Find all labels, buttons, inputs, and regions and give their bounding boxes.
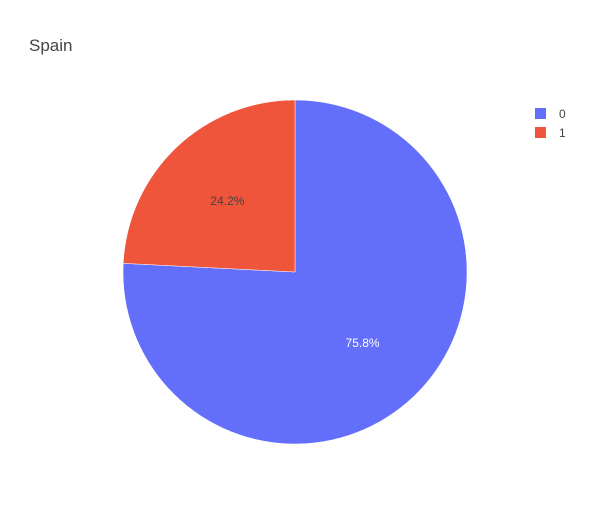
pie-slice-0[interactable] bbox=[122, 99, 468, 445]
pie-slices bbox=[122, 99, 468, 445]
slice-label-0: 75.8% bbox=[346, 336, 380, 350]
pie-slice-labels: 75.8% 24.2% bbox=[210, 194, 379, 350]
legend-label-1[interactable]: 1 bbox=[559, 126, 566, 140]
legend-label-0[interactable]: 0 bbox=[559, 107, 566, 121]
chart-title: Spain bbox=[29, 36, 72, 55]
legend-swatch-1[interactable] bbox=[535, 127, 546, 138]
legend: 01 bbox=[535, 107, 566, 140]
slice-label-1: 24.2% bbox=[210, 194, 244, 208]
legend-swatch-0[interactable] bbox=[535, 108, 546, 119]
pie-slice-1[interactable] bbox=[122, 99, 296, 273]
